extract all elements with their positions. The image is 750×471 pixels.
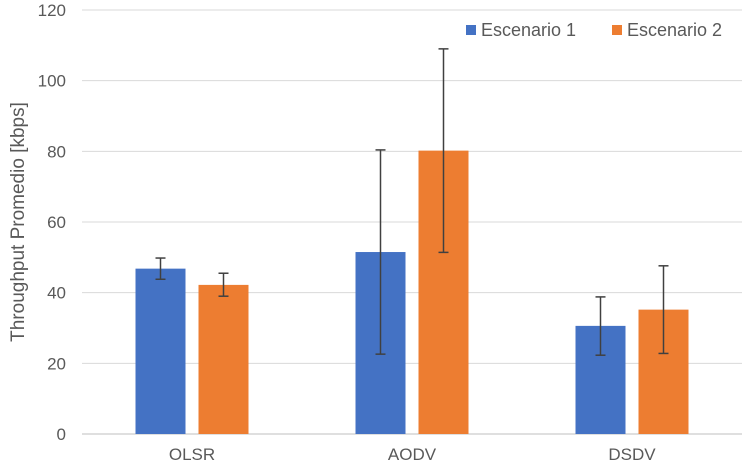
y-tick-label: 40 [47,284,66,303]
y-tick-label: 100 [38,72,66,91]
legend-swatch [466,25,476,35]
bar-olsr-series-2 [198,284,249,434]
x-axis-categories: OLSR AODV DSDV [169,445,656,464]
legend-label: Escenario 2 [627,20,722,40]
y-tick-label: 60 [47,213,66,232]
gridlines [82,9,742,435]
y-tick-label: 20 [47,354,66,373]
bars [135,150,689,435]
error-bars [155,48,669,356]
x-category-label: AODV [388,445,437,464]
y-axis-title: Throughput Promedio [kbps] [8,102,29,342]
x-category-label: OLSR [169,445,215,464]
y-tick-label: 120 [38,1,66,20]
legend-swatch [612,25,622,35]
y-tick-label: 80 [47,142,66,161]
y-tick-label: 0 [57,425,66,444]
legend: Escenario 1 Escenario 2 [466,20,722,40]
y-axis-ticks: 0 20 40 60 80 100 120 [38,1,66,444]
legend-label: Escenario 1 [481,20,576,40]
bar-olsr-series-1 [135,268,186,434]
x-category-label: DSDV [608,445,656,464]
